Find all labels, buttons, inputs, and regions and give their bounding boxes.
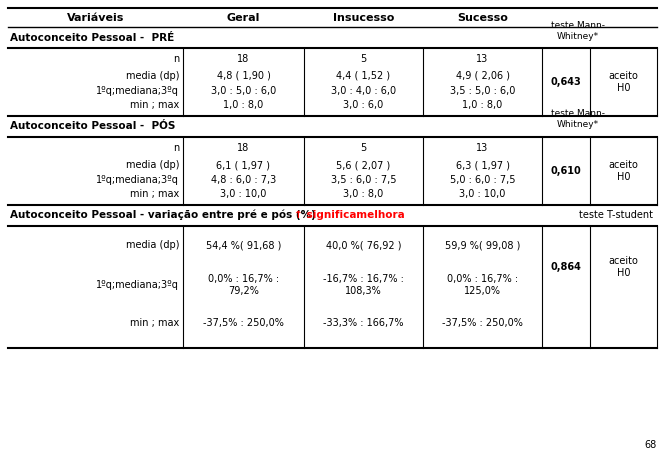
Text: media (dp): media (dp) bbox=[126, 71, 179, 81]
Text: melhora: melhora bbox=[349, 210, 405, 220]
Text: 5,0 : 6,0 : 7,5: 5,0 : 6,0 : 7,5 bbox=[450, 175, 515, 185]
Text: 3,0 : 5,0 : 6,0: 3,0 : 5,0 : 6,0 bbox=[211, 86, 276, 96]
Text: 54,4 %( 91,68 ): 54,4 %( 91,68 ) bbox=[205, 240, 281, 250]
Text: 0,610: 0,610 bbox=[551, 166, 581, 176]
Text: -37,5% : 250,0%: -37,5% : 250,0% bbox=[442, 318, 523, 328]
Text: -37,5% : 250,0%: -37,5% : 250,0% bbox=[203, 318, 284, 328]
Text: 40,0 %( 76,92 ): 40,0 %( 76,92 ) bbox=[326, 240, 401, 250]
Text: aceito
H0: aceito H0 bbox=[608, 71, 638, 93]
Text: 4,9 ( 2,06 ): 4,9 ( 2,06 ) bbox=[456, 71, 509, 81]
Text: 13: 13 bbox=[476, 143, 489, 153]
Text: media (dp): media (dp) bbox=[126, 160, 179, 170]
Text: 13: 13 bbox=[476, 54, 489, 64]
Text: Autoconceito Pessoal - variação entre pré e pós (%): Autoconceito Pessoal - variação entre pr… bbox=[10, 210, 316, 220]
Text: 3,0 : 6,0: 3,0 : 6,0 bbox=[343, 100, 384, 110]
Text: 3,5 : 5,0 : 6,0: 3,5 : 5,0 : 6,0 bbox=[450, 86, 515, 96]
Text: 6,3 ( 1,97 ): 6,3 ( 1,97 ) bbox=[456, 160, 509, 170]
Text: media (dp): media (dp) bbox=[126, 240, 179, 250]
Text: Insucesso: Insucesso bbox=[332, 13, 394, 23]
Text: teste Mann-
Whitney*: teste Mann- Whitney* bbox=[551, 21, 605, 41]
Text: 59,9 %( 99,08 ): 59,9 %( 99,08 ) bbox=[445, 240, 520, 250]
Text: 1ºq;mediana;3ºq: 1ºq;mediana;3ºq bbox=[96, 86, 179, 96]
Text: aceito
H0: aceito H0 bbox=[608, 160, 638, 182]
Text: 3,0 : 10,0: 3,0 : 10,0 bbox=[220, 189, 267, 199]
Text: 4,4 ( 1,52 ): 4,4 ( 1,52 ) bbox=[336, 71, 390, 81]
Text: n: n bbox=[173, 54, 179, 64]
Text: 4,8 : 6,0 : 7,3: 4,8 : 6,0 : 7,3 bbox=[211, 175, 276, 185]
Text: teste Mann-
Whitney*: teste Mann- Whitney* bbox=[551, 109, 605, 129]
Text: 0,0% : 16,7% :
125,0%: 0,0% : 16,7% : 125,0% bbox=[447, 274, 518, 296]
Text: Autoconceito Pessoal -  PRÉ: Autoconceito Pessoal - PRÉ bbox=[10, 33, 174, 43]
Text: 3,0 : 4,0 : 6,0: 3,0 : 4,0 : 6,0 bbox=[331, 86, 396, 96]
Text: min ; max: min ; max bbox=[130, 100, 179, 110]
Text: Autoconceito Pessoal -  PÓS: Autoconceito Pessoal - PÓS bbox=[10, 121, 176, 131]
Text: 3,5 : 6,0 : 7,5: 3,5 : 6,0 : 7,5 bbox=[331, 175, 396, 185]
Text: ↑: ↑ bbox=[294, 210, 303, 220]
Text: Variáveis: Variáveis bbox=[66, 13, 124, 23]
Text: min ; max: min ; max bbox=[130, 318, 179, 328]
Text: 68: 68 bbox=[645, 440, 657, 450]
Text: teste T-student: teste T-student bbox=[579, 210, 653, 220]
Text: 1ºq;mediana;3ºq: 1ºq;mediana;3ºq bbox=[96, 280, 179, 290]
Text: Sucesso: Sucesso bbox=[457, 13, 508, 23]
Text: 5: 5 bbox=[360, 54, 366, 64]
Text: significa: significa bbox=[303, 210, 356, 220]
Text: 18: 18 bbox=[237, 54, 249, 64]
Text: 1,0 : 8,0: 1,0 : 8,0 bbox=[223, 100, 263, 110]
Text: 0,0% : 16,7% :
79,2%: 0,0% : 16,7% : 79,2% bbox=[208, 274, 279, 296]
Text: -33,3% : 166,7%: -33,3% : 166,7% bbox=[323, 318, 404, 328]
Text: min ; max: min ; max bbox=[130, 189, 179, 199]
Text: 0,643: 0,643 bbox=[551, 77, 581, 87]
Text: 0,864: 0,864 bbox=[551, 262, 581, 272]
Text: 5,6 ( 2,07 ): 5,6 ( 2,07 ) bbox=[336, 160, 390, 170]
Text: aceito
H0: aceito H0 bbox=[608, 256, 638, 278]
Text: 1ºq;mediana;3ºq: 1ºq;mediana;3ºq bbox=[96, 175, 179, 185]
Text: Geral: Geral bbox=[227, 13, 260, 23]
Text: 18: 18 bbox=[237, 143, 249, 153]
Text: 1,0 : 8,0: 1,0 : 8,0 bbox=[462, 100, 503, 110]
Text: 3,0 : 8,0: 3,0 : 8,0 bbox=[343, 189, 384, 199]
Text: 6,1 ( 1,97 ): 6,1 ( 1,97 ) bbox=[217, 160, 271, 170]
Text: n: n bbox=[173, 143, 179, 153]
Text: 4,8 ( 1,90 ): 4,8 ( 1,90 ) bbox=[217, 71, 271, 81]
Text: -16,7% : 16,7% :
108,3%: -16,7% : 16,7% : 108,3% bbox=[323, 274, 404, 296]
Text: 3,0 : 10,0: 3,0 : 10,0 bbox=[460, 189, 505, 199]
Text: 5: 5 bbox=[360, 143, 366, 153]
